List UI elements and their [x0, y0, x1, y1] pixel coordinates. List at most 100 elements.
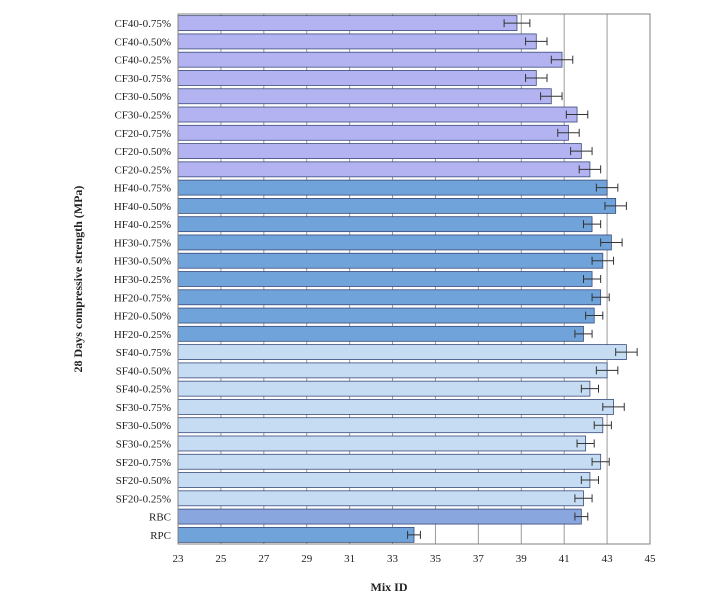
bar	[177, 289, 602, 306]
error-bar	[525, 37, 548, 46]
bar	[177, 307, 595, 324]
error-bar	[585, 311, 604, 320]
category-label: SF40-0.50%	[116, 365, 171, 377]
bar	[177, 472, 591, 488]
category-label: HF20-0.75%	[114, 292, 171, 304]
category-label: RPC	[150, 530, 171, 542]
category-label: CF20-0.25%	[114, 164, 171, 176]
bar	[177, 143, 582, 159]
error-bar	[576, 439, 595, 448]
error-bar	[574, 512, 589, 521]
bar	[177, 179, 608, 196]
category-label: SF40-0.75%	[116, 347, 171, 359]
error-bar	[615, 348, 638, 357]
x-tick-label: 23	[173, 553, 185, 565]
category-label: HF20-0.50%	[114, 311, 171, 323]
bar	[177, 124, 569, 141]
error-bar	[550, 55, 574, 64]
bar	[177, 271, 593, 287]
bar	[177, 399, 614, 415]
bar	[177, 70, 537, 86]
category-label: CF40-0.50%	[114, 36, 171, 48]
category-label: HF40-0.50%	[114, 201, 171, 213]
bar	[177, 252, 604, 269]
category-label: HF40-0.25%	[114, 219, 171, 231]
bar	[177, 380, 591, 397]
error-bar	[570, 147, 593, 156]
error-bar	[580, 384, 600, 393]
error-bar	[578, 165, 602, 174]
bar	[177, 234, 612, 251]
bar	[177, 325, 584, 342]
category-label: HF30-0.75%	[114, 237, 171, 249]
bar	[177, 88, 552, 105]
error-bar	[540, 92, 563, 101]
error-bar	[600, 238, 623, 247]
x-tick-label: 29	[301, 553, 313, 565]
value-tick-labels: 23 25 27 29 31 33 35 37 39 41 43 45	[173, 553, 657, 565]
x-tick-label: 37	[473, 553, 485, 565]
category-label: SF20-0.75%	[116, 457, 171, 469]
error-bar	[595, 183, 619, 192]
bar	[177, 453, 602, 470]
bar	[177, 106, 578, 123]
category-label: HF30-0.25%	[114, 274, 171, 286]
category-label: SF30-0.50%	[116, 420, 171, 432]
bar	[177, 198, 617, 214]
bar	[177, 216, 593, 233]
category-label: SF20-0.25%	[116, 493, 171, 505]
bar	[177, 33, 537, 50]
category-label: HF40-0.75%	[114, 183, 171, 195]
x-tick-label: 43	[602, 553, 614, 565]
category-label: CF30-0.25%	[114, 110, 171, 122]
bar	[177, 508, 582, 525]
y-axis-title: 28 Days compressive strength (MPa)	[71, 186, 85, 373]
x-axis-title: Mix ID	[371, 580, 408, 594]
x-tick-label: 39	[516, 553, 528, 565]
category-labels: CF40-0.75% CF40-0.50% CF40-0.25% CF30-0.75%…	[114, 18, 171, 542]
error-bar	[582, 220, 602, 229]
error-bar	[565, 110, 589, 119]
error-bar	[604, 201, 627, 210]
error-bar	[503, 19, 531, 28]
error-bar	[574, 329, 593, 338]
bar	[177, 417, 604, 434]
category-label: HF20-0.25%	[114, 329, 171, 341]
x-tick-label: 33	[387, 553, 399, 565]
bar	[177, 490, 584, 507]
error-bar	[591, 293, 610, 302]
x-tick-label: 45	[645, 553, 657, 565]
bars	[177, 15, 627, 543]
error-bar	[595, 366, 619, 375]
error-bar	[593, 421, 612, 430]
error-bar	[574, 494, 593, 503]
bar	[177, 362, 608, 379]
category-label: CF40-0.75%	[114, 18, 171, 30]
x-tick-label: 27	[258, 553, 270, 565]
bar	[177, 15, 518, 32]
bar	[177, 161, 591, 178]
category-label: SF30-0.25%	[116, 438, 171, 450]
category-label: CF20-0.50%	[114, 146, 171, 158]
bar	[177, 435, 587, 452]
bar	[177, 344, 627, 360]
error-bar	[582, 275, 602, 283]
category-label: CF30-0.75%	[114, 73, 171, 85]
error-bar	[407, 530, 421, 539]
x-tick-label: 35	[430, 553, 442, 565]
plot-area-border	[177, 13, 651, 545]
error-bar	[557, 128, 580, 137]
category-label: RBC	[149, 512, 171, 524]
category-label: CF30-0.50%	[114, 91, 171, 103]
error-bar	[580, 476, 600, 485]
x-tick-label: 41	[559, 553, 570, 565]
category-label: HF30-0.50%	[114, 256, 171, 268]
error-bar	[591, 256, 615, 265]
error-bar	[602, 402, 625, 411]
category-label: CF20-0.75%	[114, 128, 171, 140]
error-bars	[407, 19, 638, 539]
error-bar	[591, 457, 610, 466]
category-label: SF40-0.25%	[116, 384, 171, 396]
category-label: CF40-0.25%	[114, 55, 171, 67]
